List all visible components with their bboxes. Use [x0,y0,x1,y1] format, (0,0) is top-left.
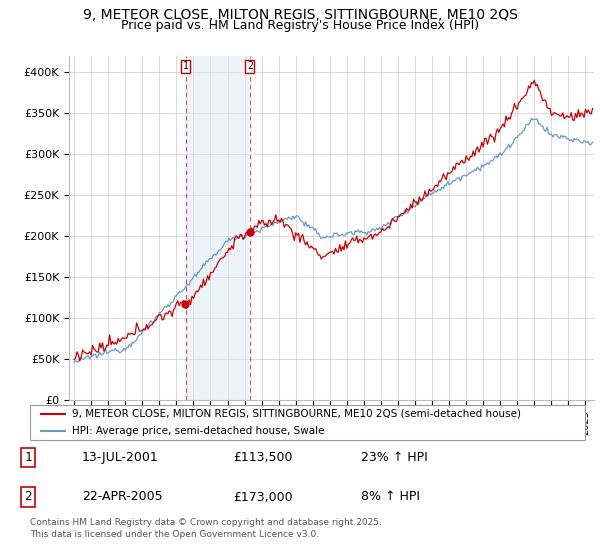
Text: HPI: Average price, semi-detached house, Swale: HPI: Average price, semi-detached house,… [71,426,324,436]
Text: 13-JUL-2001: 13-JUL-2001 [82,451,158,464]
Text: 9, METEOR CLOSE, MILTON REGIS, SITTINGBOURNE, ME10 2QS (semi-detached house): 9, METEOR CLOSE, MILTON REGIS, SITTINGBO… [71,409,521,418]
Text: 9, METEOR CLOSE, MILTON REGIS, SITTINGBOURNE, ME10 2QS: 9, METEOR CLOSE, MILTON REGIS, SITTINGBO… [83,8,517,22]
Text: 2: 2 [25,491,32,503]
Text: 8% ↑ HPI: 8% ↑ HPI [361,491,420,503]
Text: Price paid vs. HM Land Registry's House Price Index (HPI): Price paid vs. HM Land Registry's House … [121,19,479,32]
Text: 1: 1 [182,61,188,71]
Text: £173,000: £173,000 [233,491,293,503]
Text: Contains HM Land Registry data © Crown copyright and database right 2025.
This d: Contains HM Land Registry data © Crown c… [30,518,382,539]
Text: 23% ↑ HPI: 23% ↑ HPI [361,451,428,464]
Text: 1: 1 [25,451,32,464]
Text: £113,500: £113,500 [233,451,293,464]
Text: 22-APR-2005: 22-APR-2005 [82,491,163,503]
Text: 2: 2 [247,61,253,71]
